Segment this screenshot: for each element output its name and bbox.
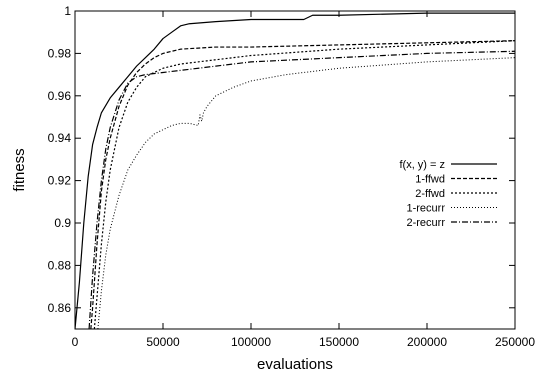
legend-label-1: f(x, y) = z (399, 159, 445, 171)
legend-label-3: 2-ffwd (415, 188, 445, 200)
y-axis: 0.86 0.88 0.9 0.92 0.94 0.96 0.98 1 (48, 4, 515, 315)
y-tick-label: 0.86 (48, 301, 72, 315)
series-line-3 (93, 40, 515, 329)
plot-frame (74, 10, 516, 330)
y-tick-label: 0.92 (48, 174, 72, 188)
legend-label-2: 1-ffwd (415, 174, 445, 186)
x-tick-label: 250000 (495, 335, 535, 349)
series-layer (75, 12, 515, 329)
x-tick-label: 200000 (407, 335, 447, 349)
y-axis-title: fitness (11, 148, 28, 191)
y-tick-label: 0.96 (48, 89, 72, 103)
x-axis-title: evaluations (257, 356, 333, 373)
x-tick-label: 150000 (319, 335, 359, 349)
y-tick-label: 0.98 (48, 46, 72, 60)
legend-label-4: 1-recurr (406, 203, 445, 215)
series-line-4 (97, 57, 515, 329)
y-tick-label: 0.94 (48, 131, 72, 145)
series-line-2 (90, 40, 515, 329)
y-tick-label: 0.88 (48, 258, 72, 272)
y-tick-label: 0.9 (54, 216, 71, 230)
series-line-1 (75, 12, 515, 329)
legend-label-5: 2-recurr (406, 217, 445, 229)
legend: f(x, y) = z 1-ffwd 2-ffwd 1-recurr 2-recurr (399, 159, 497, 229)
y-tick-label: 1 (64, 4, 71, 18)
x-tick-label: 50000 (146, 335, 180, 349)
x-tick-label: 100000 (231, 335, 271, 349)
series-line-5 (88, 50, 515, 329)
x-tick-label: 0 (72, 335, 79, 349)
x-axis: 0 50000 100000 150000 200000 250000 (72, 11, 535, 349)
